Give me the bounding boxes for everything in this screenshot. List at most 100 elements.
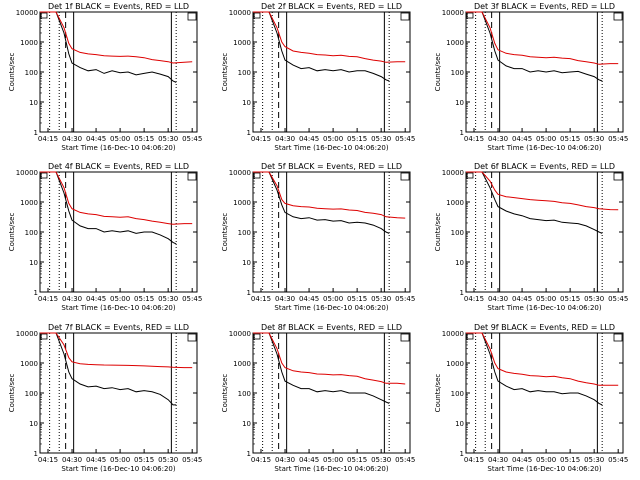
- y-tick-label: 100: [238, 69, 251, 77]
- series-line-events: [466, 332, 603, 406]
- chart-panel-5: Det 5f BLACK = Events, RED = LLD 1 10 100 10…: [221, 162, 415, 312]
- series-line-lld: [253, 332, 406, 385]
- plot-frame: [252, 11, 411, 133]
- x-tick-label: 05:00: [110, 295, 130, 303]
- corner-box-left: [466, 333, 474, 340]
- x-tick-label: 05:00: [110, 135, 130, 143]
- y-tick-label: 10: [455, 99, 464, 107]
- y-tick-label: 10: [242, 259, 251, 267]
- series-line-events: [466, 11, 603, 82]
- plot-frame: [252, 332, 411, 454]
- x-tick-label: 04:30: [62, 135, 82, 143]
- series-line-lld: [466, 332, 619, 386]
- chart-title: Det 2f BLACK = Events, RED = LLD: [261, 2, 402, 11]
- x-tick-label: 05:15: [347, 456, 367, 464]
- y-tick-label: 100: [25, 69, 38, 77]
- chart-title: Det 9f BLACK = Events, RED = LLD: [474, 323, 615, 332]
- series-line-events: [40, 11, 177, 83]
- x-tick-label: 05:45: [182, 135, 202, 143]
- x-tick-label: 05:15: [347, 295, 367, 303]
- x-tick-label: 04:15: [464, 456, 484, 464]
- x-tick-label: 04:45: [299, 295, 319, 303]
- x-tick-label: 05:00: [536, 295, 556, 303]
- y-tick-label: 1: [247, 129, 251, 137]
- corner-box-right: [613, 12, 623, 21]
- x-tick-label: 05:45: [608, 295, 628, 303]
- y-tick-label: 1: [460, 129, 464, 137]
- plot-frame: [465, 332, 624, 454]
- y-tick-label: 1: [34, 129, 38, 137]
- chart-title: Det 6f BLACK = Events, RED = LLD: [474, 162, 615, 171]
- corner-box-right: [613, 333, 623, 342]
- x-tick-label: 05:30: [158, 456, 178, 464]
- y-tick-label: 10: [455, 259, 464, 267]
- y-tick-label: 10000: [229, 330, 251, 338]
- y-tick-label: 1000: [446, 360, 464, 368]
- series-line-events: [40, 171, 177, 245]
- x-axis-label: Start Time (16-Dec-10 04:06:20): [274, 144, 388, 152]
- y-tick-label: 10000: [16, 169, 38, 177]
- y-axis-label: Counts/sec: [434, 374, 442, 413]
- corner-box-right: [400, 12, 410, 21]
- series-line-lld: [40, 332, 193, 369]
- x-tick-label: 05:45: [395, 456, 415, 464]
- y-tick-label: 100: [25, 229, 38, 237]
- x-axis-label: Start Time (16-Dec-10 04:06:20): [61, 304, 175, 312]
- x-tick-label: 05:00: [536, 456, 556, 464]
- x-axis-label: Start Time (16-Dec-10 04:06:20): [487, 144, 601, 152]
- x-tick-label: 04:45: [86, 295, 106, 303]
- chart-panel-6: Det 6f BLACK = Events, RED = LLD 1 10 100 10…: [434, 162, 628, 312]
- x-tick-label: 05:45: [608, 135, 628, 143]
- series-line-lld: [253, 171, 406, 219]
- y-tick-label: 1: [34, 289, 38, 297]
- y-tick-label: 1000: [446, 199, 464, 207]
- y-tick-label: 10: [29, 259, 38, 267]
- x-tick-label: 05:30: [371, 295, 391, 303]
- chart-panel-1: Det 1f BLACK = Events, RED = LLD 1 10 100 10…: [8, 2, 202, 152]
- y-tick-label: 10000: [442, 330, 464, 338]
- plot-frame: [39, 332, 198, 454]
- y-tick-label: 1: [34, 450, 38, 458]
- y-tick-label: 10: [242, 420, 251, 428]
- series-line-events: [40, 332, 177, 406]
- y-axis-label: Counts/sec: [434, 53, 442, 92]
- x-tick-label: 05:45: [182, 456, 202, 464]
- x-tick-label: 04:45: [299, 456, 319, 464]
- series-line-lld: [40, 171, 193, 225]
- y-tick-label: 100: [25, 390, 38, 398]
- x-tick-label: 04:15: [464, 295, 484, 303]
- x-tick-label: 05:30: [371, 456, 391, 464]
- corner-box-right: [613, 172, 623, 181]
- x-tick-label: 05:30: [584, 135, 604, 143]
- corner-box-right: [400, 172, 410, 181]
- y-tick-label: 1: [247, 450, 251, 458]
- x-tick-label: 04:45: [512, 135, 532, 143]
- y-tick-label: 1: [460, 289, 464, 297]
- x-tick-label: 04:15: [464, 135, 484, 143]
- y-tick-label: 100: [238, 229, 251, 237]
- x-tick-label: 05:45: [182, 295, 202, 303]
- chart-panel-7: Det 7f BLACK = Events, RED = LLD 1 10 100 10…: [8, 323, 202, 473]
- x-tick-label: 05:30: [158, 295, 178, 303]
- x-tick-label: 05:15: [134, 456, 154, 464]
- series-line-events: [466, 171, 603, 234]
- y-tick-label: 10000: [442, 169, 464, 177]
- x-tick-label: 05:45: [395, 295, 415, 303]
- x-tick-label: 04:45: [299, 135, 319, 143]
- chart-title: Det 7f BLACK = Events, RED = LLD: [48, 323, 189, 332]
- y-tick-label: 10: [29, 420, 38, 428]
- y-tick-label: 100: [451, 69, 464, 77]
- x-tick-label: 04:45: [512, 295, 532, 303]
- series-line-lld: [466, 171, 619, 211]
- y-tick-label: 1: [247, 289, 251, 297]
- x-tick-label: 04:45: [86, 135, 106, 143]
- series-line-events: [253, 171, 390, 234]
- y-tick-label: 1000: [20, 39, 38, 47]
- corner-box-left: [466, 172, 474, 179]
- corner-box-left: [466, 12, 474, 19]
- y-axis-label: Counts/sec: [8, 374, 16, 413]
- y-tick-label: 100: [238, 390, 251, 398]
- chart-title: Det 8f BLACK = Events, RED = LLD: [261, 323, 402, 332]
- corner-box-left: [40, 12, 48, 19]
- x-tick-label: 05:15: [134, 295, 154, 303]
